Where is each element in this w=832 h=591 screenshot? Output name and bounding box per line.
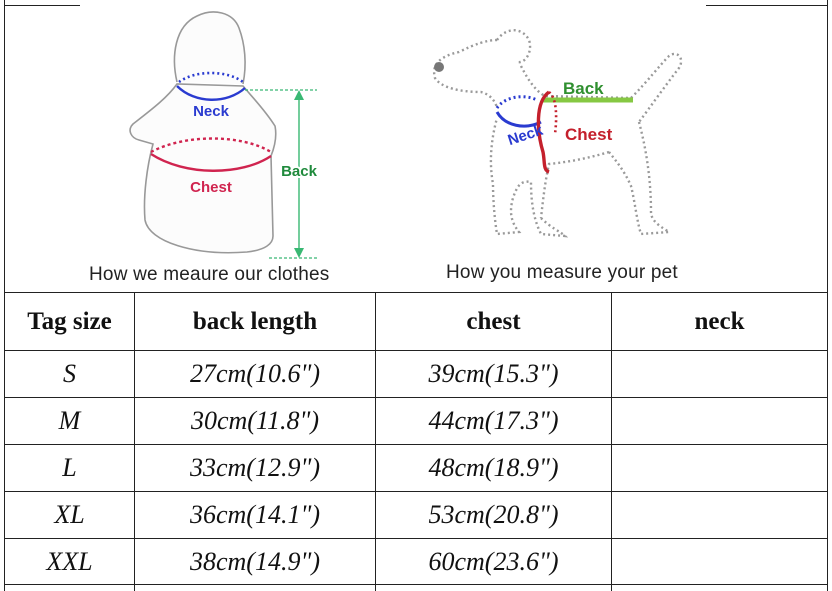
clothes-neck-label: Neck — [193, 103, 230, 120]
header-neck: neck — [612, 293, 828, 351]
table-row: M 30cm(11.8") 44cm(17.3") — [5, 398, 828, 445]
hood-outline — [174, 12, 245, 84]
table-header-row: Tag size back length chest neck — [5, 293, 828, 351]
cell-tag-size: S — [5, 351, 135, 398]
cell-chest: 48cm(18.9") — [376, 445, 612, 492]
cell-back-length: 38cm(14.9") — [135, 539, 376, 585]
cell-tag-size: XL — [5, 492, 135, 539]
cell-tag-size: L — [5, 445, 135, 492]
cell-chest: 44cm(17.3") — [376, 398, 612, 445]
cell-tag-size: XXL — [5, 539, 135, 585]
clothes-back-label: Back — [281, 163, 318, 180]
table-row: XL 36cm(14.1") 53cm(20.8") — [5, 492, 828, 539]
pet-caption: How you measure your pet — [446, 262, 678, 284]
header-tag-size: Tag size — [5, 293, 135, 351]
dog-nose — [434, 62, 444, 72]
table-row: S 27cm(10.6") 39cm(15.3") — [5, 351, 828, 398]
pet-chest-label: Chest — [565, 125, 613, 144]
table-row-cutoff — [5, 585, 828, 591]
cell-neck — [612, 398, 828, 445]
header-back-length: back length — [135, 293, 376, 351]
pet-neck-measure — [497, 97, 537, 108]
cell-back-length: 30cm(11.8") — [135, 398, 376, 445]
table-row: L 33cm(12.9") 48cm(18.9") — [5, 445, 828, 492]
header-chest: chest — [376, 293, 612, 351]
cell-chest: 60cm(23.6") — [376, 539, 612, 585]
size-table: Tag size back length chest neck S 27cm(1… — [4, 292, 828, 591]
measurement-illustration: Neck Chest Back How we meaure our clothe… — [4, 0, 828, 293]
cell-chest: 53cm(20.8") — [376, 492, 612, 539]
table-row: XXL 38cm(14.9") 60cm(23.6") — [5, 539, 828, 585]
cell-chest: 39cm(15.3") — [376, 351, 612, 398]
cell-back-length: 33cm(12.9") — [135, 445, 376, 492]
clothes-chest-label: Chest — [190, 179, 232, 196]
cell-neck — [612, 351, 828, 398]
clothes-caption: How we meaure our clothes — [89, 264, 330, 286]
cell-back-length: 36cm(14.1") — [135, 492, 376, 539]
hoodie-diagram: Neck Chest Back — [115, 6, 475, 268]
cell-tag-size: M — [5, 398, 135, 445]
dog-diagram: Back Chest Neck — [425, 22, 705, 252]
cell-neck — [612, 445, 828, 492]
pet-back-label: Back — [563, 79, 604, 98]
cell-neck — [612, 492, 828, 539]
cell-neck — [612, 539, 828, 585]
cell-back-length: 27cm(10.6") — [135, 351, 376, 398]
